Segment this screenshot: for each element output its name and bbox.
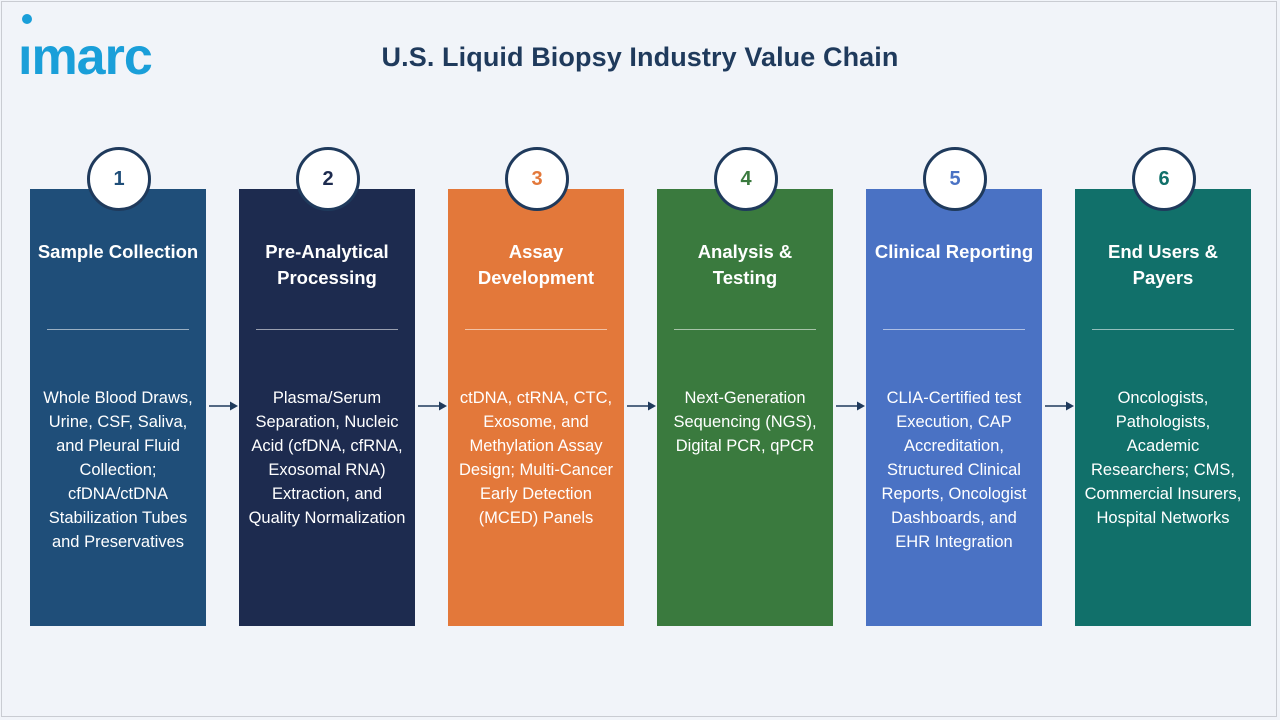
- step-divider: [1092, 329, 1234, 330]
- step-heading: Assay Development: [477, 241, 595, 288]
- step-description: Plasma/Serum Separation, Nucleic Acid (c…: [248, 389, 406, 527]
- step-heading: End Users & Payers: [1107, 241, 1218, 288]
- step-divider: [883, 329, 1025, 330]
- step-description: Next-Generation Sequencing (NGS), Digita…: [673, 389, 817, 455]
- svg-text:ımarc: ımarc: [20, 28, 152, 80]
- step-description: Whole Blood Draws, Urine, CSF, Saliva, a…: [43, 389, 193, 551]
- value-chain-step-1: 1 Sample Collection Whole Blood Draws, Uri…: [30, 147, 206, 626]
- step-description: Oncologists, Pathologists, Academic Rese…: [1084, 389, 1242, 527]
- imarc-logo: ımarc: [20, 14, 202, 80]
- step-divider: [674, 329, 816, 330]
- flow-arrow-icon: [418, 401, 447, 411]
- step-heading: Analysis & Testing: [697, 241, 793, 288]
- flow-arrow-icon: [1045, 401, 1074, 411]
- value-chain-step-3: 3 Assay Development ctDNA, ctRNA, CTC, Exo…: [448, 147, 624, 626]
- step-heading: Clinical Reporting: [874, 241, 1034, 262]
- step-divider: [256, 329, 398, 330]
- step-heading: Pre-Analytical Processing: [265, 241, 389, 288]
- value-chain-step-6: 6 End Users & Payers Oncologists, Patholog…: [1075, 147, 1251, 626]
- step-number-badge: 3: [505, 147, 569, 211]
- value-chain-step-2: 2 Pre-Analytical Processing Plasma/Serum S…: [239, 147, 415, 626]
- step-number-badge: 5: [923, 147, 987, 211]
- flow-arrow-icon: [209, 401, 238, 411]
- page-title: U.S. Liquid Biopsy Industry Value Chain: [381, 42, 899, 72]
- step-description: ctDNA, ctRNA, CTC, Exosome, and Methylat…: [458, 389, 614, 527]
- step-number-badge: 2: [296, 147, 360, 211]
- value-chain-step-5: 5 Clinical Reporting CLIA-Certified test E…: [866, 147, 1042, 626]
- step-number-badge: 6: [1132, 147, 1196, 211]
- flow-arrow-icon: [627, 401, 656, 411]
- imarc-logo-mark: ımarc: [20, 14, 153, 80]
- step-heading: Sample Collection: [37, 241, 199, 262]
- step-number-badge: 4: [714, 147, 778, 211]
- value-chain-step-4: 4 Analysis & Testing Next-Generation Seque…: [657, 147, 833, 626]
- step-number-badge: 1: [87, 147, 151, 211]
- step-divider: [465, 329, 607, 330]
- flow-arrow-icon: [836, 401, 865, 411]
- step-description: CLIA-Certified test Execution, CAP Accre…: [881, 389, 1027, 551]
- step-divider: [47, 329, 189, 330]
